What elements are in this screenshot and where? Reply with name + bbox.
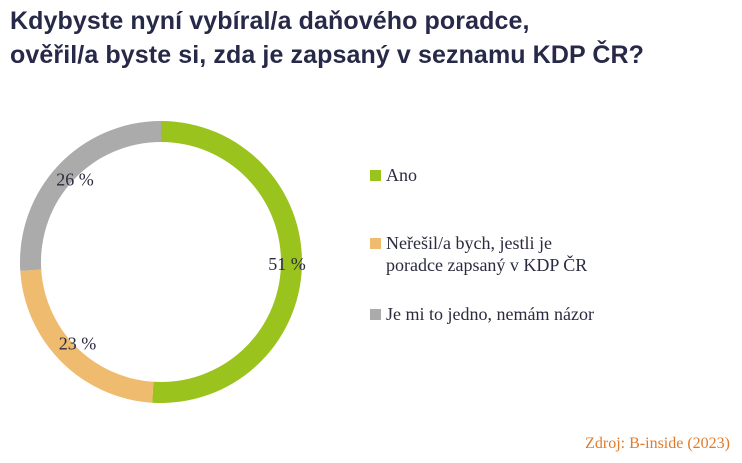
slice-neresil: [20, 269, 154, 403]
legend-label-ano: Ano: [386, 164, 686, 186]
legend-swatch-ano: [370, 170, 381, 181]
legend-swatch-jedno: [370, 309, 381, 320]
donut-slices: [19, 121, 303, 403]
chart-title: Kdybyste nyní vybíral/a daňového poradce…: [10, 4, 740, 72]
donut-data-labels: 51 % 23 % 26 %: [56, 169, 305, 353]
legend-label-ano-line-1: Ano: [386, 165, 417, 185]
data-label-jedno: 26 %: [56, 169, 94, 189]
source-note: Zdroj: B-inside (2023): [585, 435, 730, 452]
slice-jedno: [19, 121, 161, 271]
slice-ano: [152, 121, 303, 403]
data-label-neresil: 23 %: [59, 334, 97, 354]
chart-title-line-1: Kdybyste nyní vybíral/a daňového poradce…: [10, 7, 530, 35]
data-label-ano: 51 %: [268, 254, 306, 274]
legend-label-neresil-line-1: Neřešil/a bych, jestli je: [386, 233, 552, 253]
legend-label-jedno-line-1: Je mi to jedno, nemám názor: [386, 304, 594, 324]
chart-title-line-2: ověřil/a byste si, zda je zapsaný v sezn…: [10, 41, 645, 69]
legend-item-jedno: Je mi to jedno, nemám názor: [370, 303, 686, 325]
legend-item-ano: Ano: [370, 164, 686, 186]
legend-swatch-neresil: [370, 238, 381, 249]
legend-label-neresil: Neřešil/a bych, jestli je poradce zapsan…: [386, 232, 686, 276]
legend-item-neresil: Neřešil/a bych, jestli je poradce zapsan…: [370, 232, 686, 276]
legend-label-neresil-line-2: poradce zapsaný v KDP ČR: [386, 255, 588, 275]
legend-label-jedno: Je mi to jedno, nemám názor: [386, 303, 686, 325]
